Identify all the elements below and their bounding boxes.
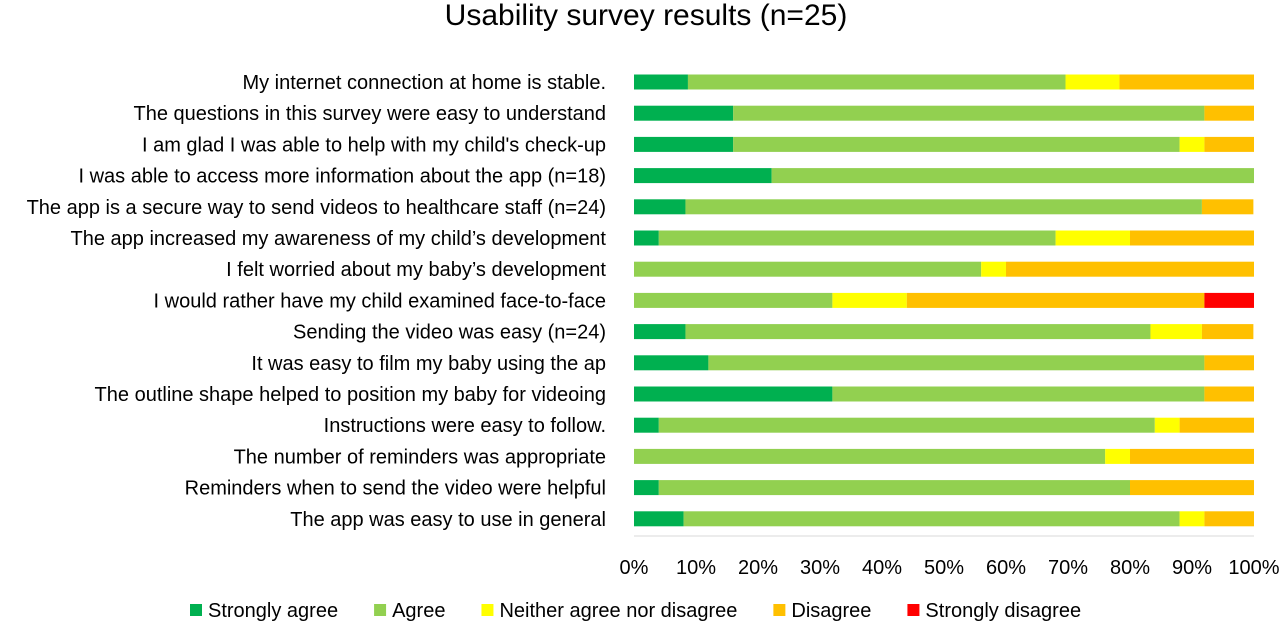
bar-segment (1204, 511, 1254, 527)
bar-segment (1204, 386, 1254, 402)
bar-segment (634, 511, 684, 527)
x-tick-label: 60% (986, 557, 1026, 579)
bar-segment (771, 168, 1254, 184)
category-label: The app was easy to use in general (290, 509, 606, 531)
bar-segment (658, 417, 1155, 433)
legend-label: Disagree (791, 600, 871, 622)
bar-segment (1204, 105, 1254, 121)
bar-segment (1154, 417, 1180, 433)
legend: Strongly agree Agree Neither agree nor dis… (190, 600, 1081, 622)
bar-segment (1201, 324, 1254, 340)
x-tick-label: 100% (1228, 557, 1279, 579)
bar-segment (1055, 230, 1130, 246)
bar-segment (832, 292, 907, 308)
bar-segment (1179, 417, 1254, 433)
x-tick-label: 70% (1048, 557, 1088, 579)
legend-swatch (773, 604, 786, 616)
x-tick-label: 0% (620, 557, 649, 579)
category-labels: My internet connection at home is stable… (27, 72, 607, 531)
x-tick-label: 90% (1172, 557, 1212, 579)
bar-segment (906, 292, 1205, 308)
bar-segment (634, 386, 833, 402)
bar-segment (634, 480, 659, 496)
category-label: The app increased my awareness of my chi… (71, 228, 607, 250)
bar-segment (634, 168, 772, 184)
chart-title: Usability survey results (n=25) (445, 0, 848, 32)
category-label: The app is a secure way to send videos t… (27, 197, 606, 219)
bar-segment (658, 480, 1130, 496)
bar-segment (683, 511, 1180, 527)
category-label: The questions in this survey were easy t… (134, 103, 606, 125)
bar-segment (1130, 480, 1254, 496)
bar-segment (687, 74, 1066, 90)
bar-segment (1204, 136, 1254, 152)
bar-segment (1006, 261, 1254, 277)
legend-label: Neither agree nor disagree (499, 600, 737, 622)
bar-segment (634, 417, 659, 433)
bar-segment (658, 230, 1056, 246)
bar-segment (634, 199, 686, 215)
x-tick-label: 40% (862, 557, 902, 579)
bar-segment (634, 355, 709, 371)
bar-segment (634, 324, 686, 340)
legend-label: Agree (392, 600, 445, 622)
bar-segment (1179, 511, 1205, 527)
category-label: The outline shape helped to position my … (95, 384, 606, 406)
category-label: I was able to access more information ab… (78, 166, 606, 188)
bar-segment (1130, 448, 1254, 464)
bar-segment (1150, 324, 1202, 340)
legend-swatch (907, 604, 920, 616)
bar-segment (685, 324, 1151, 340)
bar-segment (733, 136, 1180, 152)
legend-swatch (190, 604, 202, 616)
bar-segment (708, 355, 1205, 371)
legend-label: Strongly disagree (925, 600, 1081, 622)
bar-segment (1105, 448, 1130, 464)
bar-segment (685, 199, 1202, 215)
bar-segment (634, 230, 659, 246)
x-axis-ticks: 0% 10% 20% 30% 40% 50% 60% 70% 80% 90% 100% (620, 557, 1280, 579)
category-label: I felt worried about my baby’s developme… (226, 259, 606, 281)
x-tick-label: 50% (924, 557, 964, 579)
bars (634, 74, 1254, 527)
bar-segment (832, 386, 1205, 402)
category-label: I would rather have my child examined fa… (154, 290, 606, 312)
bar-segment (634, 105, 734, 121)
bar-segment (1201, 199, 1254, 215)
bar-segment (634, 261, 982, 277)
bar-segment (1119, 74, 1254, 90)
category-label: I am glad I was able to help with my chi… (142, 134, 606, 156)
x-tick-label: 20% (738, 557, 778, 579)
category-label: It was easy to film my baby using the ap (251, 353, 606, 375)
bar-segment (981, 261, 1006, 277)
bar-segment (634, 136, 734, 152)
category-label: Instructions were easy to follow. (324, 415, 606, 437)
bar-segment (1204, 292, 1254, 308)
bar-segment (1204, 355, 1254, 371)
legend-label: Strongly agree (208, 600, 338, 622)
bar-segment (1179, 136, 1205, 152)
bar-segment (634, 74, 688, 90)
bar-segment (1130, 230, 1254, 246)
category-label: Sending the video was easy (n=24) (293, 322, 606, 344)
bar-segment (634, 292, 833, 308)
bar-segment (1065, 74, 1120, 90)
category-label: Reminders when to send the video were he… (185, 478, 606, 500)
category-label: My internet connection at home is stable… (242, 72, 606, 94)
x-tick-label: 80% (1110, 557, 1150, 579)
category-label: The number of reminders was appropriate (234, 446, 606, 468)
bar-segment (634, 448, 1106, 464)
x-tick-label: 30% (800, 557, 840, 579)
bar-segment (733, 105, 1205, 121)
x-tick-label: 10% (676, 557, 716, 579)
legend-swatch (374, 604, 387, 616)
legend-swatch (481, 604, 494, 616)
